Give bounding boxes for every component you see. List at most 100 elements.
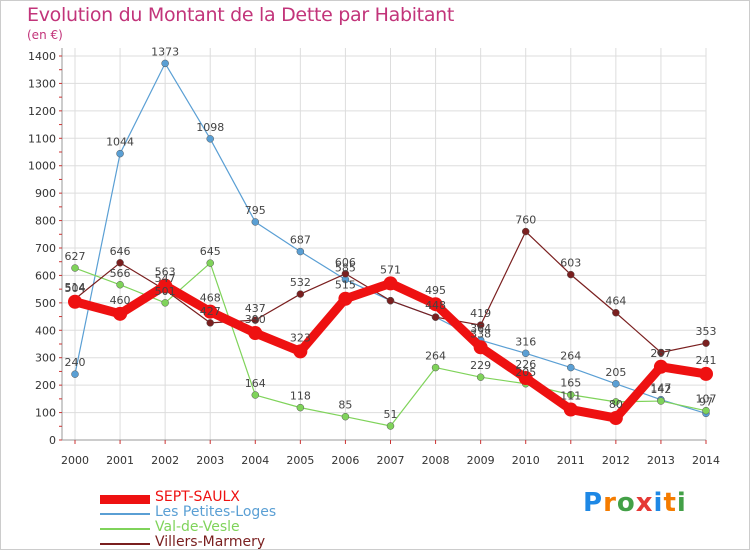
logo-letter: i <box>653 488 664 518</box>
y-tick-label: 500 <box>35 297 56 310</box>
data-point <box>251 391 260 399</box>
data-point <box>518 371 533 386</box>
data-point <box>521 227 530 236</box>
data-label: 566 <box>110 267 131 280</box>
x-tick-label: 2007 <box>377 454 405 467</box>
data-label: 338 <box>470 327 491 340</box>
data-point <box>657 348 665 357</box>
data-point <box>612 308 620 317</box>
data-point <box>248 326 263 341</box>
y-tick-label: 1100 <box>28 132 56 145</box>
data-point <box>563 402 578 417</box>
legend-label: SEPT-SAULX <box>155 489 240 505</box>
data-point <box>161 59 169 68</box>
y-tick-label: 200 <box>35 379 56 392</box>
data-label: 118 <box>290 390 311 403</box>
data-point <box>116 149 124 158</box>
data-point <box>71 370 79 378</box>
data-label: 241 <box>696 354 717 367</box>
data-point <box>608 411 623 426</box>
data-label: 627 <box>65 250 86 263</box>
data-point <box>653 359 668 374</box>
data-label: 687 <box>290 234 311 247</box>
data-label: 205 <box>605 366 626 379</box>
data-point <box>702 339 710 347</box>
legend-swatch <box>100 513 150 515</box>
y-tick-label: 1200 <box>28 105 56 118</box>
data-label: 501 <box>155 285 176 298</box>
data-point <box>203 304 218 319</box>
logo-letter: i <box>676 488 687 518</box>
legend-swatch <box>100 494 150 504</box>
data-label: 645 <box>200 245 221 258</box>
data-label: 264 <box>560 350 581 363</box>
data-point <box>206 319 214 327</box>
legend-swatch <box>100 528 150 530</box>
legend-swatch <box>100 543 150 545</box>
data-point <box>206 135 214 143</box>
data-point <box>161 299 169 307</box>
data-label: 571 <box>380 263 401 276</box>
data-label: 164 <box>245 377 266 390</box>
data-label: 760 <box>515 214 536 227</box>
y-tick-label: 1300 <box>28 77 56 90</box>
data-point <box>612 380 620 388</box>
legend-label: Les Petites-Loges <box>155 504 277 520</box>
y-tick-label: 600 <box>35 269 56 282</box>
data-point <box>612 398 620 406</box>
data-label: 323 <box>290 331 311 344</box>
series-layer <box>68 59 713 430</box>
data-point <box>521 349 530 358</box>
data-point <box>567 270 575 279</box>
data-label: 563 <box>155 266 176 279</box>
data-label: 795 <box>245 204 266 217</box>
y-tick-label: 1000 <box>28 160 56 173</box>
data-label: 603 <box>560 257 581 270</box>
data-point <box>251 218 260 226</box>
data-label: 267 <box>650 347 671 360</box>
data-point <box>158 278 173 293</box>
data-point <box>206 259 214 267</box>
data-label: 80 <box>609 398 623 411</box>
x-tick-label: 2014 <box>692 454 720 467</box>
data-label: 504 <box>65 282 86 295</box>
x-tick-label: 2006 <box>331 454 359 467</box>
y-tick-label: 100 <box>35 407 56 420</box>
y-tick-label: 300 <box>35 352 56 365</box>
data-point <box>476 373 485 381</box>
data-point <box>431 363 440 372</box>
data-point <box>567 363 575 372</box>
data-label: 226 <box>515 358 536 371</box>
y-tick-label: 900 <box>35 187 56 200</box>
x-tick-label: 2010 <box>512 454 540 467</box>
data-label: 111 <box>560 390 581 403</box>
data-label: 468 <box>200 292 221 305</box>
data-label: 514 <box>65 281 86 294</box>
data-point <box>116 259 124 267</box>
x-tick-label: 2013 <box>647 454 675 467</box>
y-tick-label: 400 <box>35 324 56 337</box>
data-label: 229 <box>470 359 491 372</box>
data-label: 85 <box>338 399 352 412</box>
data-label: 316 <box>515 335 536 348</box>
data-label: 646 <box>110 245 131 258</box>
data-point <box>473 340 488 355</box>
chart-title: Evolution du Montant de la Dette par Hab… <box>27 4 455 26</box>
y-tick-label: 700 <box>35 242 56 255</box>
data-label: 353 <box>696 325 717 338</box>
data-label: 390 <box>245 313 266 326</box>
data-point <box>476 321 485 329</box>
data-point <box>699 366 713 381</box>
logo-letter: P <box>583 488 604 518</box>
data-point <box>68 294 82 309</box>
data-label: 1044 <box>106 136 134 149</box>
data-label: 448 <box>425 299 446 312</box>
data-label: 97 <box>699 395 713 408</box>
data-point <box>428 297 443 312</box>
data-label: 464 <box>605 295 626 308</box>
data-label: 532 <box>290 276 311 289</box>
data-label: 1373 <box>151 45 179 58</box>
data-label: 495 <box>425 284 446 297</box>
data-point <box>567 390 575 399</box>
data-point <box>251 316 260 324</box>
